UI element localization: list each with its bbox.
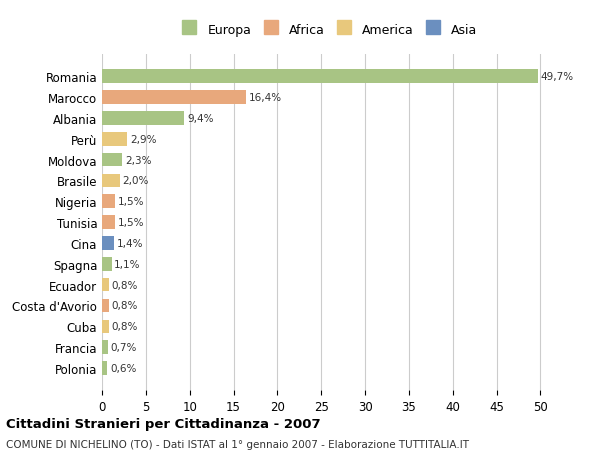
Text: 16,4%: 16,4% (248, 93, 281, 103)
Bar (102, 133, 127, 146)
Bar (102, 320, 109, 333)
Bar (102, 174, 119, 188)
Text: 49,7%: 49,7% (541, 72, 574, 82)
Bar (102, 216, 115, 230)
Text: 0,8%: 0,8% (112, 280, 138, 290)
Text: 0,8%: 0,8% (112, 301, 138, 311)
Text: 0,6%: 0,6% (110, 363, 136, 373)
Text: 1,1%: 1,1% (114, 259, 141, 269)
Bar (102, 195, 115, 208)
Text: 1,5%: 1,5% (118, 218, 144, 228)
Text: 2,9%: 2,9% (130, 134, 157, 145)
Bar (102, 112, 184, 125)
Text: 2,3%: 2,3% (125, 155, 151, 165)
Bar (102, 361, 107, 375)
Bar (102, 341, 108, 354)
Bar (102, 153, 122, 167)
Bar (102, 237, 114, 250)
Bar (102, 91, 246, 105)
Text: 1,4%: 1,4% (117, 238, 143, 248)
Bar (102, 278, 109, 292)
Text: COMUNE DI NICHELINO (TO) - Dati ISTAT al 1° gennaio 2007 - Elaborazione TUTTITAL: COMUNE DI NICHELINO (TO) - Dati ISTAT al… (6, 440, 469, 449)
Text: 1,5%: 1,5% (118, 197, 144, 207)
Bar (102, 70, 538, 84)
Bar (102, 299, 109, 313)
Text: 0,7%: 0,7% (111, 342, 137, 353)
Text: 9,4%: 9,4% (187, 114, 214, 123)
Text: 0,8%: 0,8% (112, 322, 138, 331)
Bar (102, 257, 112, 271)
Legend: Europa, Africa, America, Asia: Europa, Africa, America, Asia (176, 18, 484, 43)
Text: 2,0%: 2,0% (122, 176, 149, 186)
Text: Cittadini Stranieri per Cittadinanza - 2007: Cittadini Stranieri per Cittadinanza - 2… (6, 417, 320, 430)
